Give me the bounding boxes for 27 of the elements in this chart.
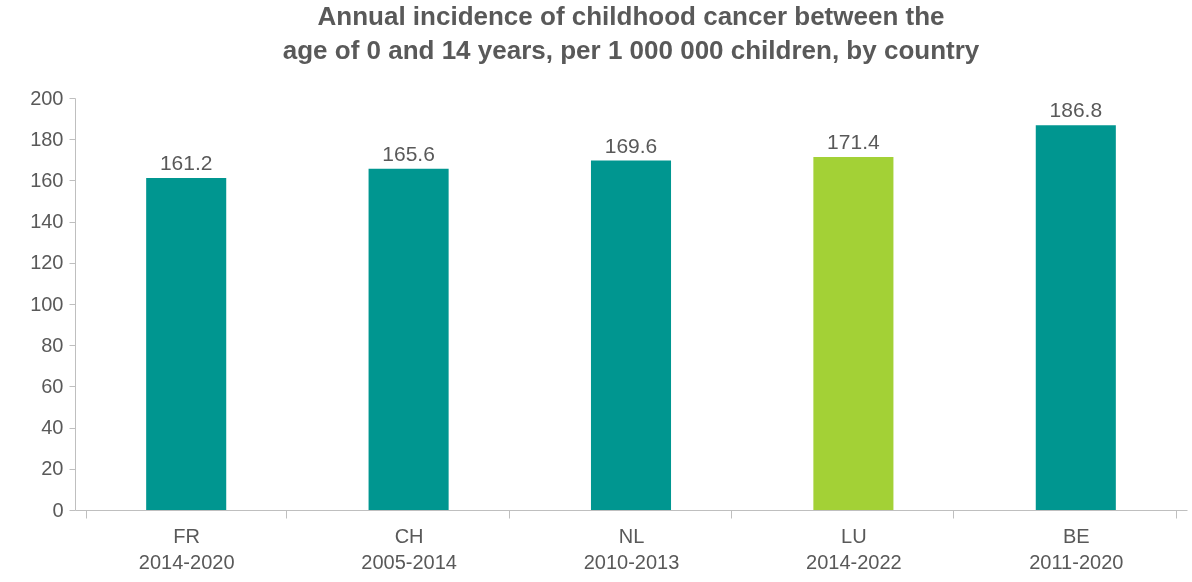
y-tick-label: 140 bbox=[30, 210, 64, 233]
y-tick-label: 200 bbox=[30, 86, 64, 109]
x-tick-label: CH 2005-2014 bbox=[361, 524, 457, 573]
bar bbox=[590, 160, 672, 510]
x-tick-label: NL 2010-2013 bbox=[583, 524, 680, 573]
y-tick-label: 100 bbox=[30, 292, 64, 315]
x-tick-label: FR 2014-2020 bbox=[138, 524, 235, 573]
bar bbox=[1035, 125, 1116, 510]
x-tick-label: LU 2014-2022 bbox=[806, 524, 902, 573]
bar bbox=[813, 156, 894, 510]
y-tick-label: 80 bbox=[41, 333, 64, 356]
y-tick-label: 160 bbox=[30, 168, 64, 191]
y-tick-label: 180 bbox=[30, 127, 64, 150]
data-label: 171.4 bbox=[827, 129, 880, 153]
y-tick-label: 0 bbox=[52, 498, 64, 521]
bar bbox=[368, 168, 449, 510]
y-tick-label: 40 bbox=[41, 416, 64, 439]
y-tick-label: 60 bbox=[41, 374, 64, 397]
bar bbox=[146, 177, 227, 510]
y-tick-label: 120 bbox=[30, 251, 64, 274]
data-label: 165.6 bbox=[382, 141, 435, 165]
x-tick-label: BE 2011-2020 bbox=[1029, 524, 1124, 573]
y-tick-label: 20 bbox=[41, 457, 64, 480]
data-label: 161.2 bbox=[159, 150, 213, 174]
data-label: 169.6 bbox=[604, 133, 658, 157]
chart-title: Annual incidence of childhood cancer between the age of 0 and 14 years, per 1 000 000 children, by country bbox=[282, 1, 980, 65]
data-label: 186.8 bbox=[1049, 98, 1103, 122]
